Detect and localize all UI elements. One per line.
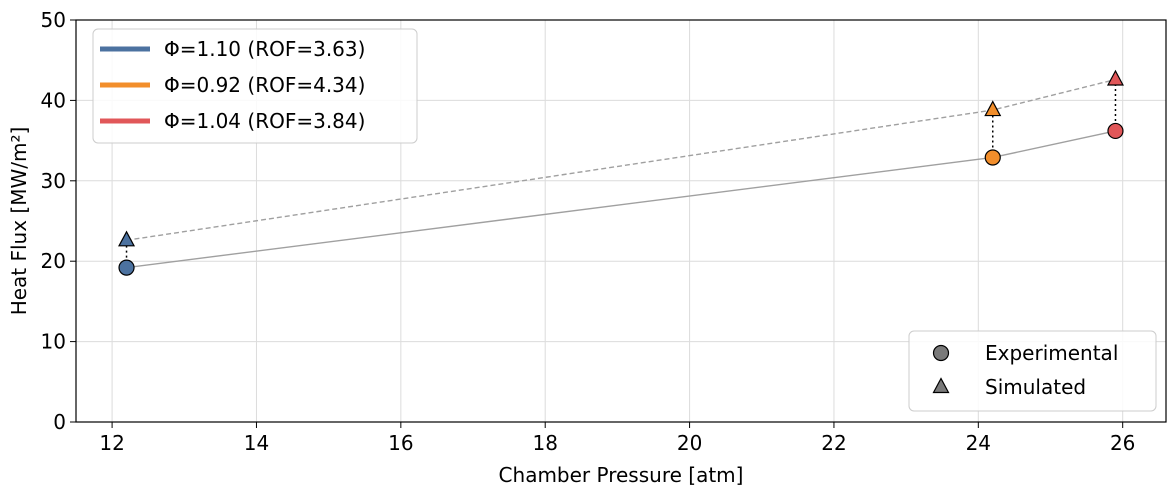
x-tick-label: 14 [244, 431, 269, 455]
x-tick-label: 24 [966, 431, 991, 455]
y-tick-label: 10 [41, 330, 66, 354]
legend-label: Φ=1.10 (ROF=3.63) [164, 37, 365, 61]
marker-legend: Experimental Simulated [908, 330, 1157, 412]
y-tick-label: 40 [41, 88, 66, 112]
x-axis-label: Chamber Pressure [atm] [499, 463, 744, 487]
simulated-point [1106, 69, 1124, 86]
y-tick-label: 50 [41, 8, 66, 32]
simulated-point [984, 100, 1002, 117]
plot-frame [75, 19, 1167, 423]
data-markers [118, 69, 1124, 276]
simulated-point [118, 230, 136, 247]
experimental-point [118, 259, 135, 276]
marker-legend-label: Experimental [985, 341, 1118, 365]
marker-legend-box [908, 330, 1157, 412]
marker-legend-label: Simulated [985, 375, 1086, 399]
legend-label: Φ=1.04 (ROF=3.84) [164, 109, 365, 133]
axis-ticks: 12 14 16 18 20 22 24 26 0 10 20 30 40 50 [41, 8, 1136, 455]
experimental-point [1107, 122, 1124, 140]
x-tick-label: 20 [677, 431, 702, 455]
legend-triangle-marker [932, 377, 950, 394]
x-tick-label: 12 [99, 431, 124, 455]
y-tick-label: 0 [53, 410, 66, 434]
x-tick-label: 22 [821, 431, 846, 455]
y-tick-label: 20 [41, 249, 66, 273]
y-axis-label: Heat Flux [MW/m²] [7, 127, 31, 316]
x-tick-label: 26 [1110, 431, 1135, 455]
x-tick-label: 18 [532, 431, 557, 455]
experimental-point [984, 149, 1001, 166]
legend-label: Φ=0.92 (ROF=4.34) [164, 73, 365, 97]
y-tick-label: 30 [41, 169, 66, 193]
experimental-trend-line [126, 130, 1116, 269]
series-legend: Φ=1.10 (ROF=3.63) Φ=0.92 (ROF=4.34) Φ=1.04… [92, 28, 418, 144]
legend-circle-marker [932, 344, 950, 362]
x-tick-label: 16 [388, 431, 413, 455]
series-legend-box [92, 28, 418, 144]
